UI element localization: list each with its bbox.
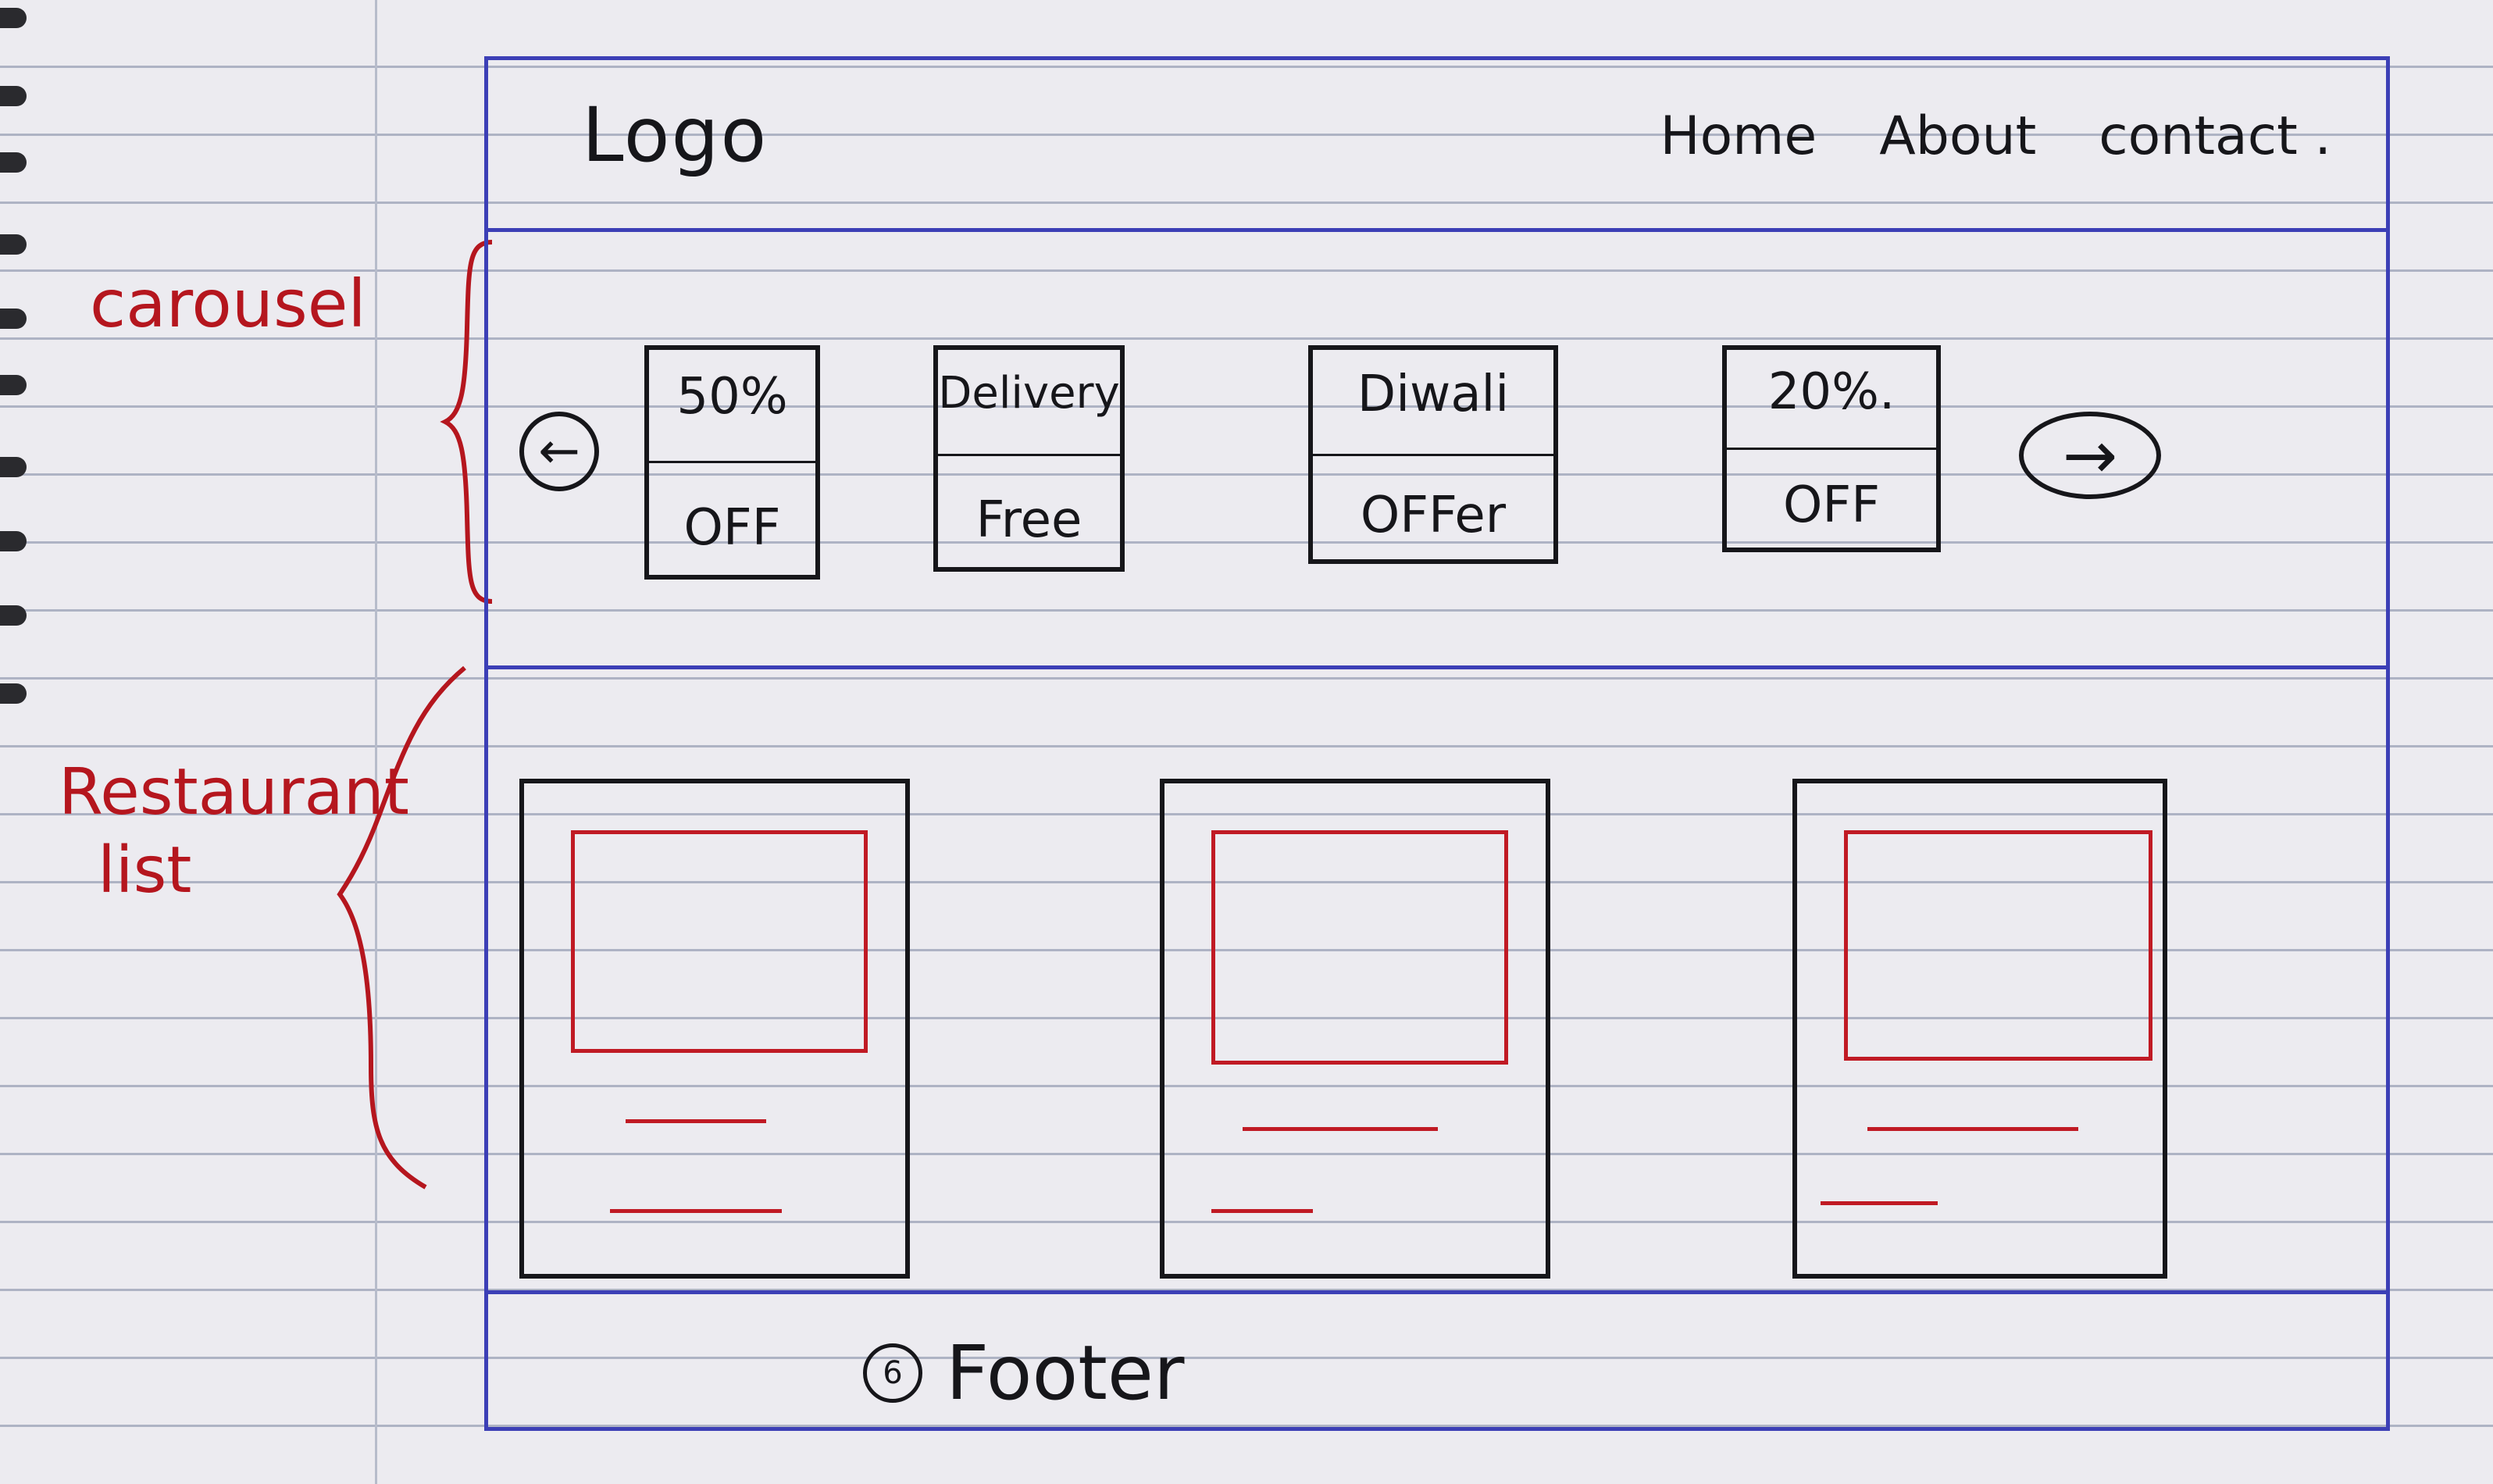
nav-contact[interactable]: contact .	[2099, 105, 2331, 167]
arrow-left-icon: ←	[538, 423, 580, 480]
spiral-binding	[0, 0, 36, 1484]
slide-divider	[1313, 453, 1553, 456]
arrow-right-icon: →	[2062, 417, 2118, 494]
carousel-slide-3[interactable]: Diwali OFFer	[1308, 345, 1558, 564]
margin-line	[375, 0, 377, 1484]
restaurant-list-annotation: Restaurant list	[59, 754, 409, 910]
carousel-section: ← 50% OFF Delivery Free Diwali OFFer 20%…	[488, 232, 2386, 669]
nav-menu: Home About contact .	[1660, 105, 2331, 167]
footer-number-badge: 6	[863, 1343, 922, 1403]
slide-divider	[938, 453, 1120, 456]
carousel-next-button[interactable]: →	[2019, 412, 2161, 499]
slide-4-line1: 20%.	[1767, 363, 1896, 421]
slide-divider	[649, 461, 815, 464]
restaurant-name-placeholder	[1867, 1127, 2078, 1131]
header-section: Logo Home About contact .	[488, 60, 2386, 232]
restaurant-image-placeholder	[1844, 830, 2152, 1061]
slide-2-line1: Delivery	[938, 367, 1120, 419]
carousel-slide-1[interactable]: 50% OFF	[644, 345, 820, 580]
wireframe-frame: Logo Home About contact . ← 50% OFF Deli…	[484, 56, 2390, 1431]
footer-text: Footer	[946, 1329, 1185, 1417]
restaurant-list-annotation-line1: Restaurant	[59, 755, 409, 829]
slide-3-line2: OFFer	[1360, 486, 1507, 544]
slide-divider	[1727, 448, 1936, 450]
slide-3-line1: Diwali	[1357, 365, 1510, 423]
restaurant-name-placeholder	[1243, 1127, 1438, 1131]
carousel-slide-4[interactable]: 20%. OFF	[1722, 345, 1941, 552]
carousel-slide-2[interactable]: Delivery Free	[933, 345, 1125, 572]
slide-2-line2: Free	[975, 491, 1082, 550]
restaurant-card-2[interactable]	[1160, 779, 1550, 1279]
nav-about[interactable]: About	[1879, 105, 2037, 167]
restaurant-details-placeholder	[610, 1209, 782, 1213]
carousel-brace	[440, 240, 493, 604]
restaurant-details-placeholder	[1821, 1201, 1938, 1205]
restaurant-card-3[interactable]	[1792, 779, 2167, 1279]
slide-1-line1: 50%	[676, 367, 788, 426]
restaurant-card-1[interactable]	[519, 779, 910, 1279]
restaurant-list-annotation-line2: list	[98, 833, 192, 908]
carousel-annotation: carousel	[90, 266, 366, 342]
restaurant-list-section	[488, 669, 2386, 1294]
restaurant-details-placeholder	[1211, 1209, 1313, 1213]
restaurant-image-placeholder	[1211, 830, 1508, 1065]
footer-label: 6 Footer	[863, 1329, 1184, 1417]
footer-section: 6 Footer	[488, 1294, 2386, 1431]
restaurant-name-placeholder	[626, 1119, 766, 1123]
slide-1-line2: OFF	[683, 499, 781, 558]
slide-4-line2: OFF	[1783, 476, 1880, 534]
nav-home[interactable]: Home	[1660, 105, 1817, 167]
carousel-prev-button[interactable]: ←	[519, 412, 599, 491]
restaurant-list-brace	[337, 665, 466, 1190]
restaurant-image-placeholder	[571, 830, 868, 1053]
logo[interactable]: Logo	[582, 91, 769, 179]
